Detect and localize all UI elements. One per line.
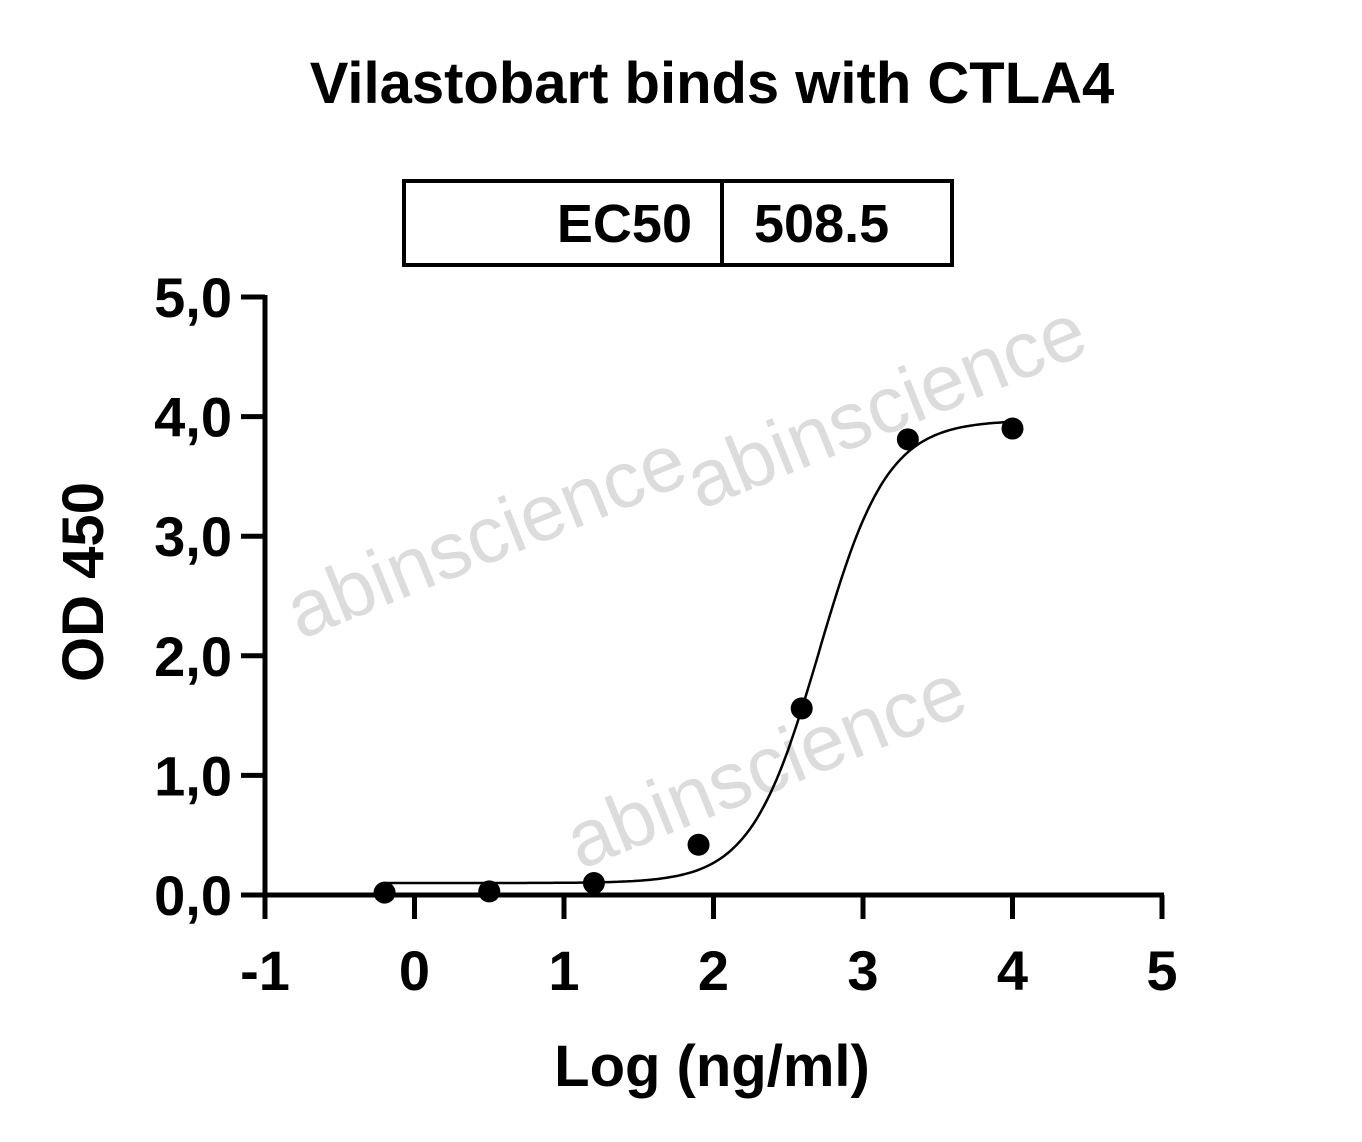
data-point bbox=[582, 872, 605, 895]
x-tick-label: 4 bbox=[997, 939, 1028, 1002]
data-point bbox=[373, 881, 396, 904]
data-point bbox=[896, 428, 919, 451]
y-tick-label: 3,0 bbox=[154, 505, 232, 568]
x-tick-label: 3 bbox=[847, 939, 878, 1002]
x-axis-label: Log (ng/ml) bbox=[554, 1034, 870, 1099]
y-axis-label: OD 450 bbox=[51, 482, 116, 682]
x-tick-label: 2 bbox=[698, 939, 729, 1002]
y-tick-label: 5,0 bbox=[154, 266, 232, 329]
axes: -1 0 1 2 3 4 5 0,0 1,0 2,0 3,0 4,0 5,0 bbox=[154, 266, 1177, 1002]
ec50-table: EC50 508.5 bbox=[402, 179, 954, 267]
x-tick-label: 0 bbox=[399, 939, 430, 1002]
ec50-label: EC50 bbox=[557, 194, 692, 254]
chart-title: Vilastobart binds with CTLA4 bbox=[310, 51, 1115, 116]
y-tick-label: 0,0 bbox=[154, 864, 232, 927]
y-tick-label: 1,0 bbox=[154, 744, 232, 807]
watermark-text: abinscience bbox=[553, 645, 978, 886]
watermark-text: abinscience bbox=[673, 285, 1098, 526]
data-point bbox=[687, 833, 710, 856]
data-point bbox=[790, 697, 813, 720]
x-tick-label: -1 bbox=[240, 939, 290, 1002]
watermark-text: abinscience bbox=[273, 415, 698, 656]
data-point bbox=[1001, 417, 1024, 440]
ec50-value: 508.5 bbox=[754, 194, 889, 254]
data-point bbox=[478, 880, 501, 903]
x-tick-label: 1 bbox=[548, 939, 579, 1002]
y-tick-label: 4,0 bbox=[154, 386, 232, 449]
y-tick-label: 2,0 bbox=[154, 625, 232, 688]
x-tick-label: 5 bbox=[1146, 939, 1177, 1002]
data-points bbox=[373, 417, 1024, 904]
